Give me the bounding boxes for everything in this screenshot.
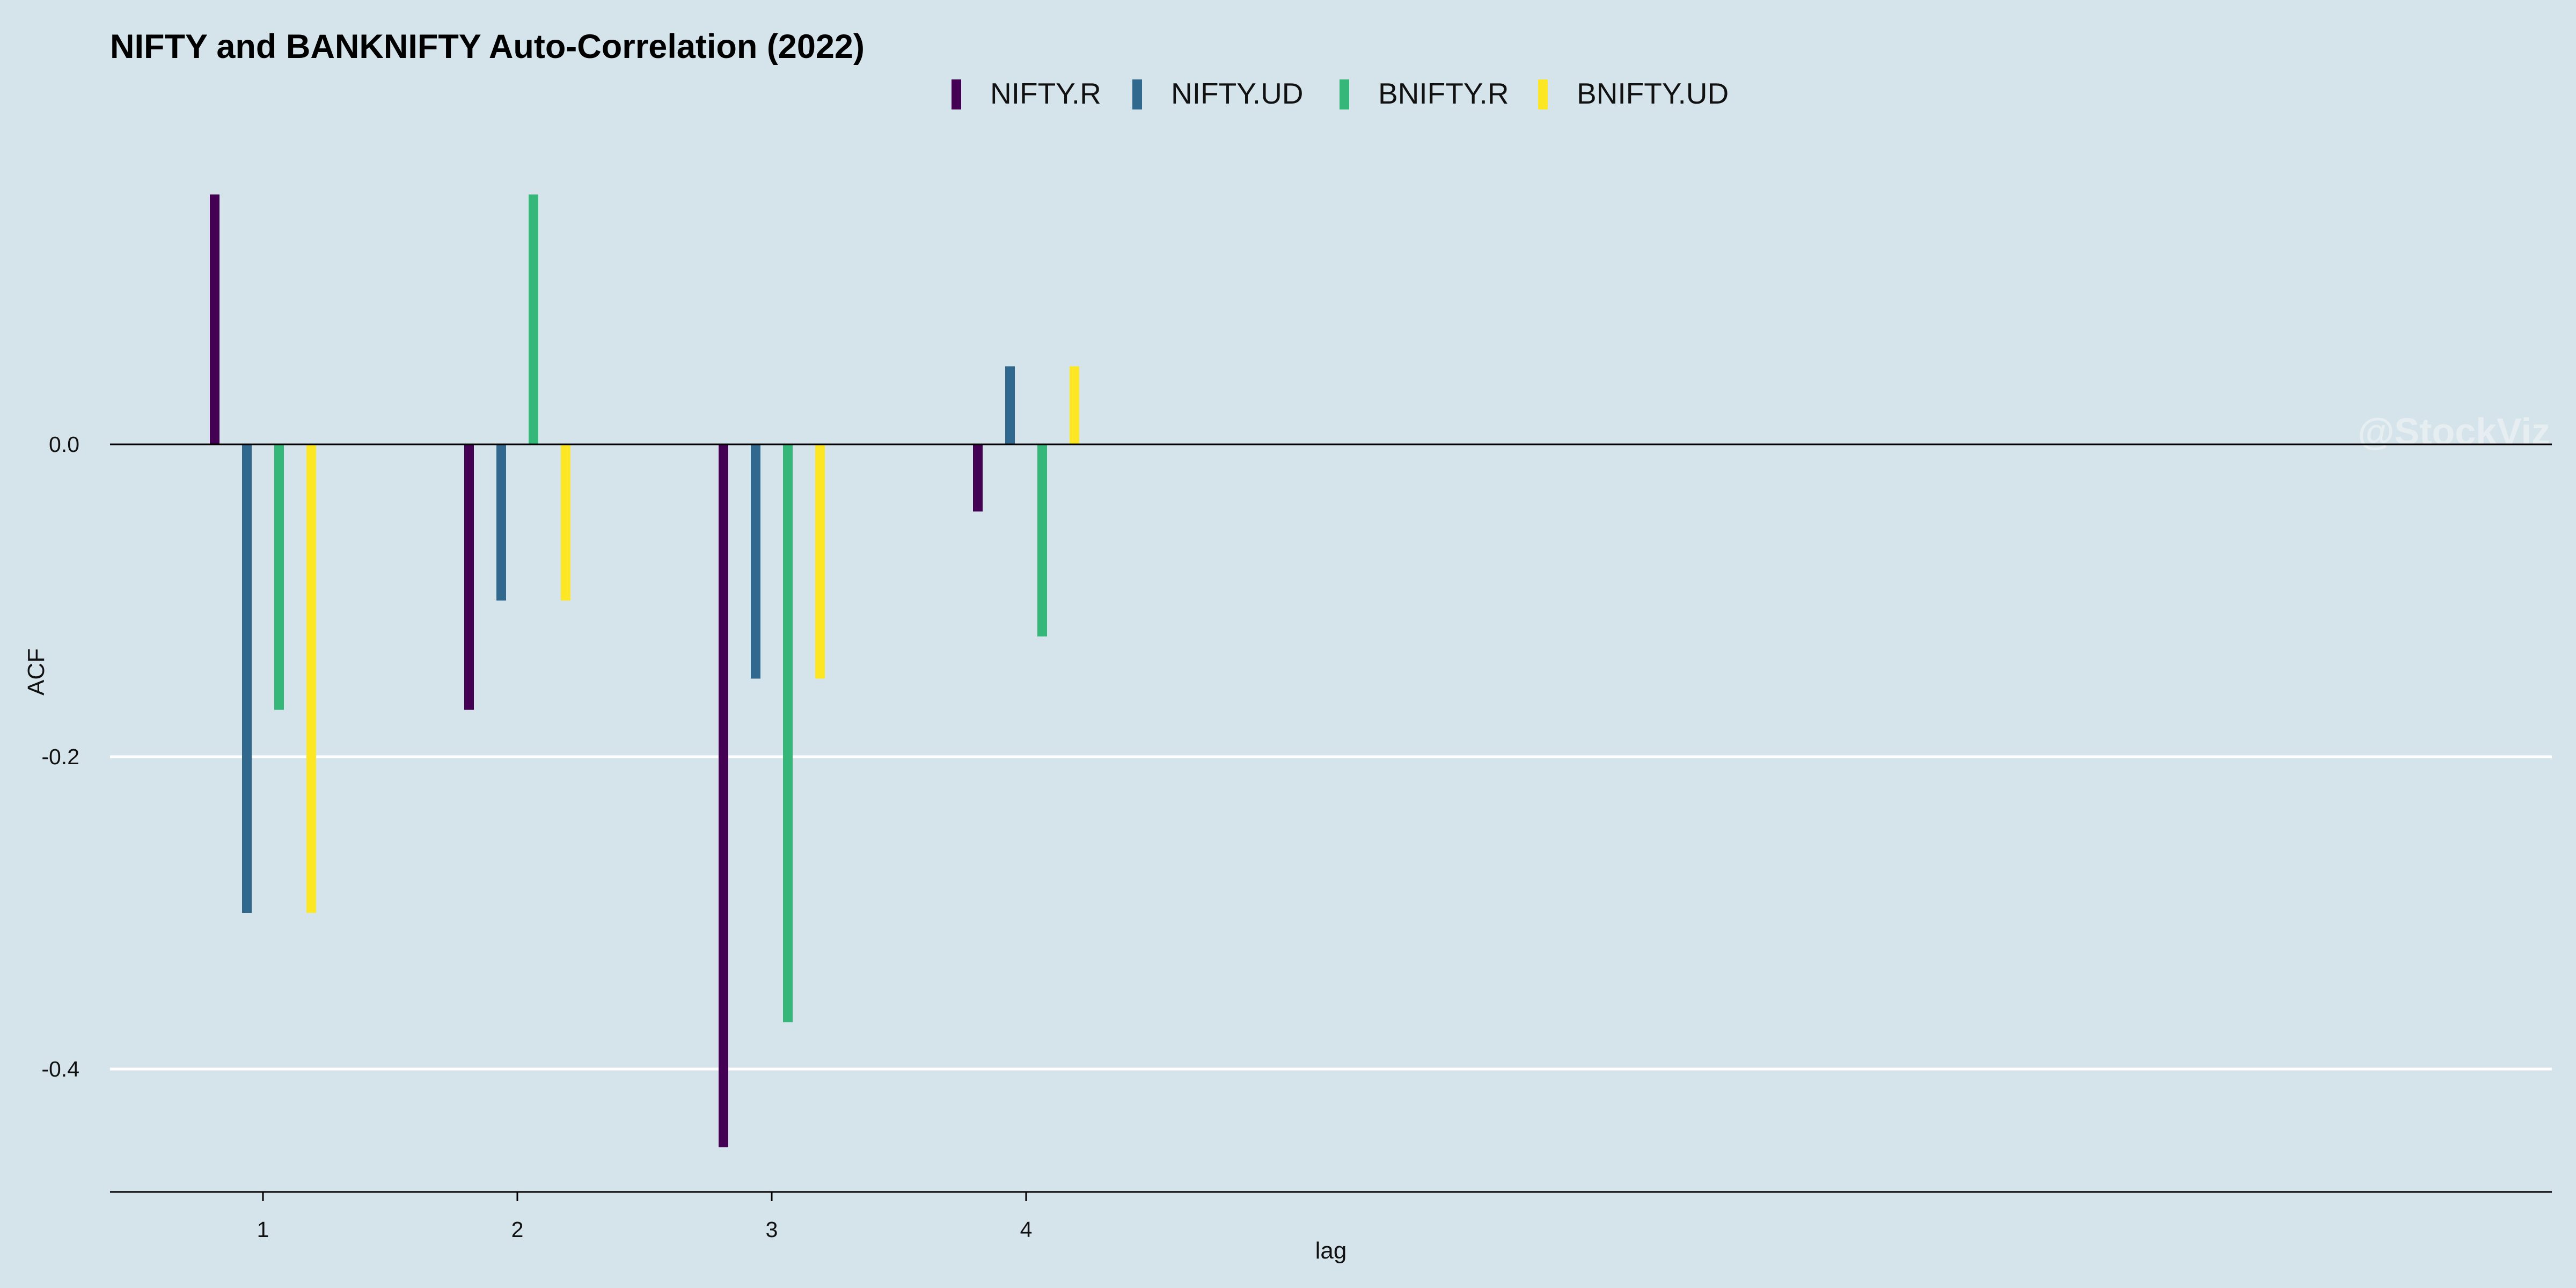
legend-item-nifty-r: NIFTY.R (952, 77, 1101, 110)
y-ticks: 0.0 -0.2 -0.4 (41, 432, 79, 1081)
bar-nifty-r-lag-3 (719, 444, 728, 1147)
legend-label: BNIFTY.R (1378, 77, 1509, 110)
bar-nifty-r-lag-1 (210, 194, 219, 444)
y-axis-label: ACF (23, 648, 49, 696)
x-tick-label: 4 (1020, 1217, 1033, 1242)
legend-swatch (1132, 79, 1142, 109)
legend-label: NIFTY.R (990, 77, 1101, 110)
x-tick-label: 3 (766, 1217, 778, 1242)
bar-nifty-ud-lag-4 (1005, 366, 1015, 444)
legend-item-bnifty-r: BNIFTY.R (1340, 77, 1509, 110)
legend-label: NIFTY.UD (1171, 77, 1304, 110)
y-tick-label: -0.4 (41, 1057, 79, 1081)
bar-bnifty-ud-lag-4 (1070, 366, 1079, 444)
bar-nifty-r-lag-4 (973, 444, 983, 512)
bar-nifty-ud-lag-1 (242, 444, 252, 913)
x-axis-label: lag (1315, 1238, 1347, 1264)
bar-nifty-ud-lag-2 (496, 444, 506, 601)
y-tick-label: 0.0 (49, 432, 79, 457)
gridlines (110, 755, 2552, 1071)
bars (110, 194, 2552, 1147)
bar-bnifty-r-lag-3 (783, 444, 793, 1022)
bar-bnifty-ud-lag-2 (561, 444, 570, 601)
legend-item-nifty-ud: NIFTY.UD (1132, 77, 1304, 110)
chart-title: NIFTY and BANKNIFTY Auto-Correlation (20… (110, 28, 865, 65)
bar-bnifty-ud-lag-1 (306, 444, 316, 913)
legend: NIFTY.R NIFTY.UD BNIFTY.R BNIFTY.UD (952, 77, 1729, 110)
bar-nifty-r-lag-2 (464, 444, 474, 710)
legend-label: BNIFTY.UD (1577, 77, 1729, 110)
legend-swatch (952, 79, 961, 109)
bar-bnifty-r-lag-4 (1037, 444, 1047, 636)
x-ticks: 1 2 3 4 (257, 1192, 1033, 1242)
legend-swatch (1340, 79, 1349, 109)
bar-bnifty-r-lag-2 (529, 194, 538, 444)
bar-bnifty-ud-lag-3 (815, 444, 825, 679)
bar-bnifty-r-lag-1 (274, 444, 284, 710)
x-tick-label: 1 (257, 1217, 269, 1242)
legend-item-bnifty-ud: BNIFTY.UD (1538, 77, 1729, 110)
watermark: @StockViz (2358, 411, 2550, 452)
bar-nifty-ud-lag-3 (751, 444, 760, 679)
y-tick-label: -0.2 (41, 744, 79, 769)
legend-swatch (1538, 79, 1548, 109)
x-tick-label: 2 (511, 1217, 524, 1242)
